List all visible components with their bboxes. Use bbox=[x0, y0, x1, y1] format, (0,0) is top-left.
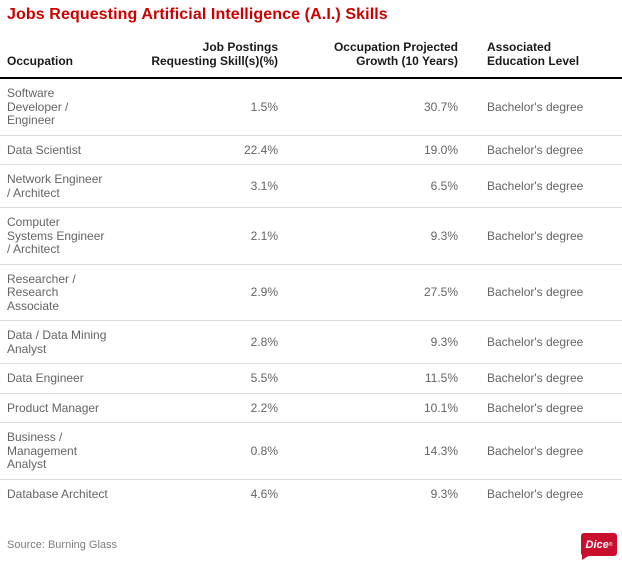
table-body: Software Developer / Engineer 1.5% 30.7%… bbox=[0, 79, 622, 508]
source-note: Source: Burning Glass bbox=[7, 538, 118, 551]
postings-cell: 5.5% bbox=[250, 371, 278, 385]
education-cell: Bachelor's degree bbox=[487, 99, 584, 114]
occupation-cell: Data Scientist bbox=[7, 142, 82, 157]
figure-footer: Source: Burning Glass Dice ® bbox=[0, 533, 622, 560]
occupation-cell: Researcher / Research Associate bbox=[7, 271, 76, 313]
education-cell: Bachelor's degree bbox=[487, 371, 584, 385]
growth-cell: 9.3% bbox=[430, 228, 458, 243]
col-header-occupation: Occupation bbox=[7, 53, 74, 68]
dice-logo: Dice ® bbox=[581, 533, 617, 560]
occupation-cell: Business / Management Analyst bbox=[7, 430, 78, 471]
education-cell: Bachelor's degree bbox=[487, 142, 584, 157]
postings-cell: 3.1% bbox=[250, 178, 278, 193]
education-cell: Bachelor's degree bbox=[487, 486, 584, 501]
growth-cell: 27.5% bbox=[423, 285, 458, 299]
col-header-growth: Occupation Projected Growth (10 Years) bbox=[333, 40, 458, 68]
education-cell: Bachelor's degree bbox=[487, 228, 584, 243]
table-row: Data / Data Mining Analyst 2.8% 9.3% Bac… bbox=[0, 321, 622, 364]
ai-skills-table-figure: Jobs Requesting Artificial Intelligence … bbox=[0, 6, 622, 567]
postings-cell: 1.5% bbox=[250, 99, 278, 114]
education-cell: Bachelor's degree bbox=[487, 285, 584, 299]
table-row: Business / Management Analyst 0.8% 14.3%… bbox=[0, 423, 622, 480]
dice-logo-text: Dice bbox=[585, 538, 609, 551]
registered-mark-icon: ® bbox=[608, 541, 613, 548]
postings-cell: 2.8% bbox=[250, 334, 278, 349]
growth-cell: 14.3% bbox=[423, 443, 458, 458]
growth-cell: 30.7% bbox=[423, 99, 458, 114]
education-cell: Bachelor's degree bbox=[487, 400, 584, 415]
occupation-cell: Database Architect bbox=[7, 486, 108, 501]
col-header-postings: Job Postings Requesting Skill(s)(%) bbox=[151, 40, 278, 68]
table-header-row: Occupation Job Postings Requesting Skill… bbox=[0, 40, 622, 79]
postings-cell: 2.1% bbox=[250, 228, 278, 243]
col-header-education: Associated Education Level bbox=[487, 40, 580, 68]
table-row: Data Scientist 22.4% 19.0% Bachelor's de… bbox=[0, 136, 622, 165]
postings-cell: 4.6% bbox=[250, 486, 278, 501]
table-row: Researcher / Research Associate 2.9% 27.… bbox=[0, 265, 622, 321]
table-row: Data Engineer 5.5% 11.5% Bachelor's degr… bbox=[0, 364, 622, 394]
table-row: Product Manager 2.2% 10.1% Bachelor's de… bbox=[0, 394, 622, 423]
occupation-cell: Network Engineer / Architect bbox=[7, 172, 103, 200]
occupation-cell: Software Developer / Engineer bbox=[7, 86, 69, 127]
table-row: Network Engineer / Architect 3.1% 6.5% B… bbox=[0, 165, 622, 208]
growth-cell: 9.3% bbox=[430, 334, 458, 349]
growth-cell: 6.5% bbox=[430, 178, 458, 193]
education-cell: Bachelor's degree bbox=[487, 334, 584, 349]
education-cell: Bachelor's degree bbox=[487, 443, 584, 458]
postings-cell: 22.4% bbox=[243, 142, 278, 157]
occupation-cell: Computer Systems Engineer / Architect bbox=[7, 215, 105, 256]
postings-cell: 2.9% bbox=[250, 285, 278, 299]
table-row: Computer Systems Engineer / Architect 2.… bbox=[0, 208, 622, 265]
growth-cell: 9.3% bbox=[430, 486, 458, 501]
table-row: Database Architect 4.6% 9.3% Bachelor's … bbox=[0, 480, 622, 509]
occupation-cell: Data Engineer bbox=[7, 371, 84, 385]
growth-cell: 19.0% bbox=[423, 142, 458, 157]
table-row: Software Developer / Engineer 1.5% 30.7%… bbox=[0, 79, 622, 136]
postings-cell: 2.2% bbox=[250, 400, 278, 415]
growth-cell: 10.1% bbox=[423, 400, 458, 415]
occupation-cell: Data / Data Mining Analyst bbox=[7, 328, 107, 356]
occupation-cell: Product Manager bbox=[7, 400, 100, 415]
education-cell: Bachelor's degree bbox=[487, 178, 584, 193]
growth-cell: 11.5% bbox=[424, 371, 458, 385]
postings-cell: 0.8% bbox=[250, 443, 278, 458]
page-title: Jobs Requesting Artificial Intelligence … bbox=[7, 6, 388, 23]
